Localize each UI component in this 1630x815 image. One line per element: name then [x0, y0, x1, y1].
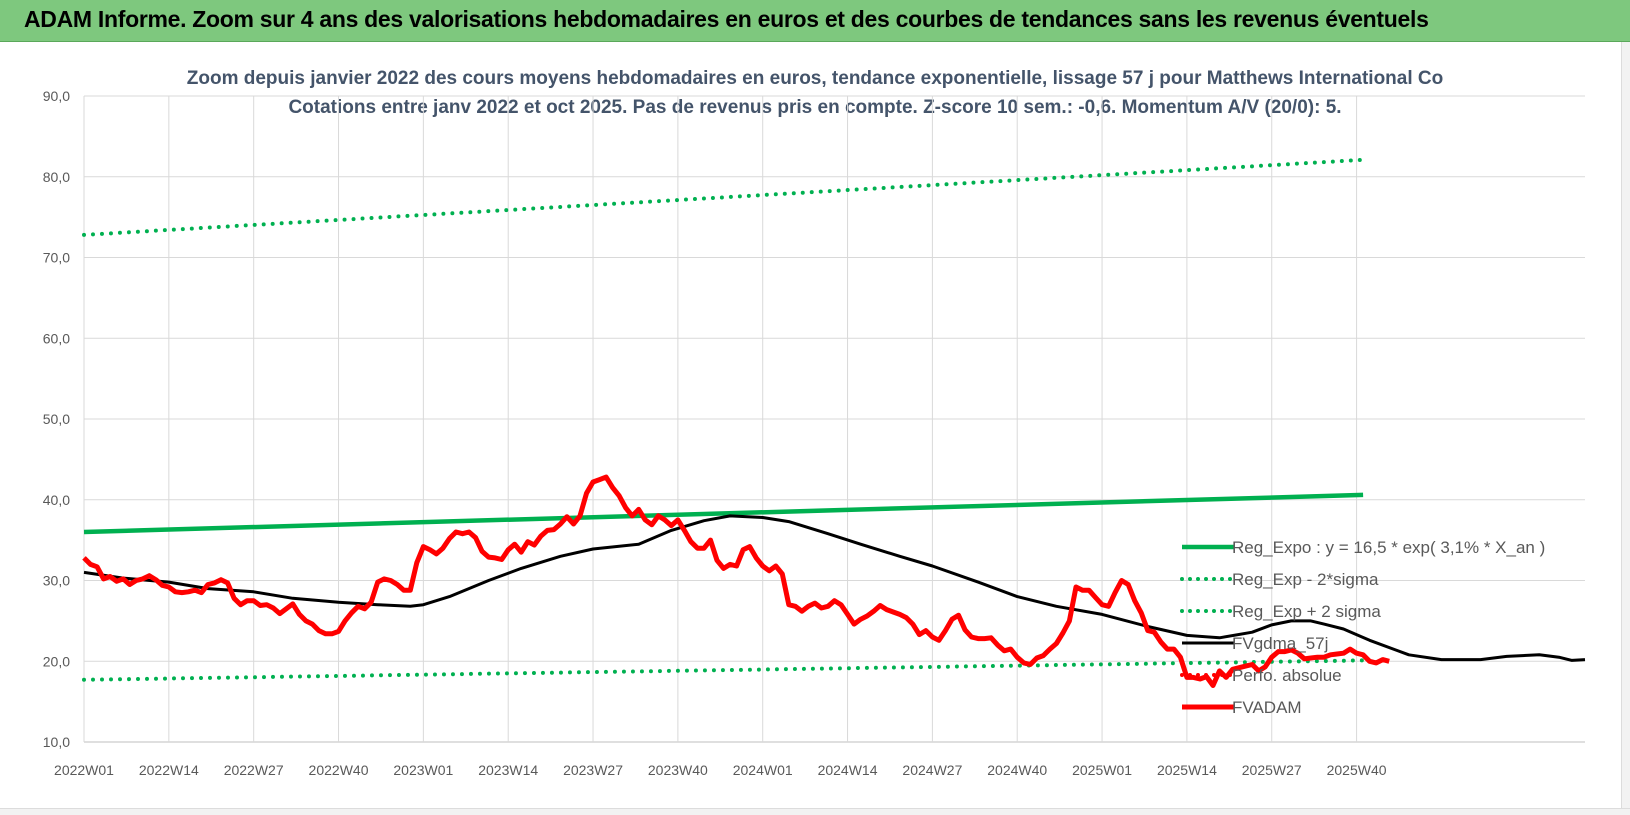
legend-label: Perfo. absolue	[1232, 666, 1342, 685]
y-tick-label: 90,0	[43, 88, 70, 104]
x-tick-label: 2022W01	[54, 762, 114, 778]
chart-subtitle: Cotations entre janv 2022 et oct 2025. P…	[288, 97, 1341, 118]
legend-label: Reg_Exp + 2 sigma	[1232, 602, 1381, 621]
series-line	[83, 492, 1364, 535]
x-tick-label: 2023W14	[478, 762, 538, 778]
y-tick-label: 70,0	[43, 250, 70, 266]
x-tick-label: 2024W27	[902, 762, 962, 778]
y-tick-label: 60,0	[43, 330, 70, 346]
series-line	[82, 658, 1366, 682]
window-right-edge	[1621, 42, 1630, 815]
y-tick-label: 40,0	[43, 492, 70, 508]
x-tick-label: 2022W27	[224, 762, 284, 778]
x-tick-label: 2023W40	[648, 762, 708, 778]
chart-title: Zoom depuis janvier 2022 des cours moyen…	[187, 68, 1443, 89]
window-bottom-edge	[0, 808, 1630, 815]
x-tick-label: 2025W27	[1242, 762, 1302, 778]
series-line	[83, 514, 1586, 662]
y-tick-label: 80,0	[43, 169, 70, 185]
y-tick-label: 30,0	[43, 573, 70, 589]
x-tick-label: 2023W27	[563, 762, 623, 778]
legend-label: FVgdma_57j	[1232, 634, 1328, 653]
x-tick-label: 2025W40	[1327, 762, 1387, 778]
report-banner: ADAM Informe. Zoom sur 4 ans des valoris…	[0, 0, 1630, 42]
x-tick-label: 2023W01	[393, 762, 453, 778]
x-tick-label: 2025W14	[1157, 762, 1217, 778]
x-tick-label: 2025W01	[1072, 762, 1132, 778]
x-tick-label: 2022W40	[309, 762, 369, 778]
chart-legend: Reg_Expo : y = 16,5 * exp( 3,1% * X_an )…	[1180, 538, 1545, 717]
y-axis: 10,0 20,0 30,0 40,0 50,0 60,0 70,0 80,0 90,0	[43, 88, 70, 750]
x-axis: 2022W01 2022W14 2022W27 2022W40 2023W01 2023W…	[54, 762, 1387, 778]
chart-series	[82, 157, 1586, 688]
x-tick-label: 2022W14	[139, 762, 199, 778]
series-line	[82, 157, 1366, 237]
legend-label: Reg_Expo : y = 16,5 * exp( 3,1% * X_an )	[1232, 538, 1545, 557]
report-title: ADAM Informe. Zoom sur 4 ans des valoris…	[24, 6, 1429, 32]
chart-grid	[83, 95, 1585, 743]
legend-label: FVADAM	[1232, 698, 1302, 717]
series-line	[82, 474, 1390, 688]
y-tick-label: 10,0	[43, 734, 70, 750]
x-tick-label: 2024W14	[818, 762, 878, 778]
x-tick-label: 2024W01	[733, 762, 793, 778]
price-chart: Zoom depuis janvier 2022 des cours moyen…	[43, 68, 1586, 778]
x-tick-label: 2024W40	[987, 762, 1047, 778]
legend-label: Reg_Exp - 2*sigma	[1232, 570, 1379, 589]
y-tick-label: 20,0	[43, 653, 70, 669]
y-tick-label: 50,0	[43, 411, 70, 427]
